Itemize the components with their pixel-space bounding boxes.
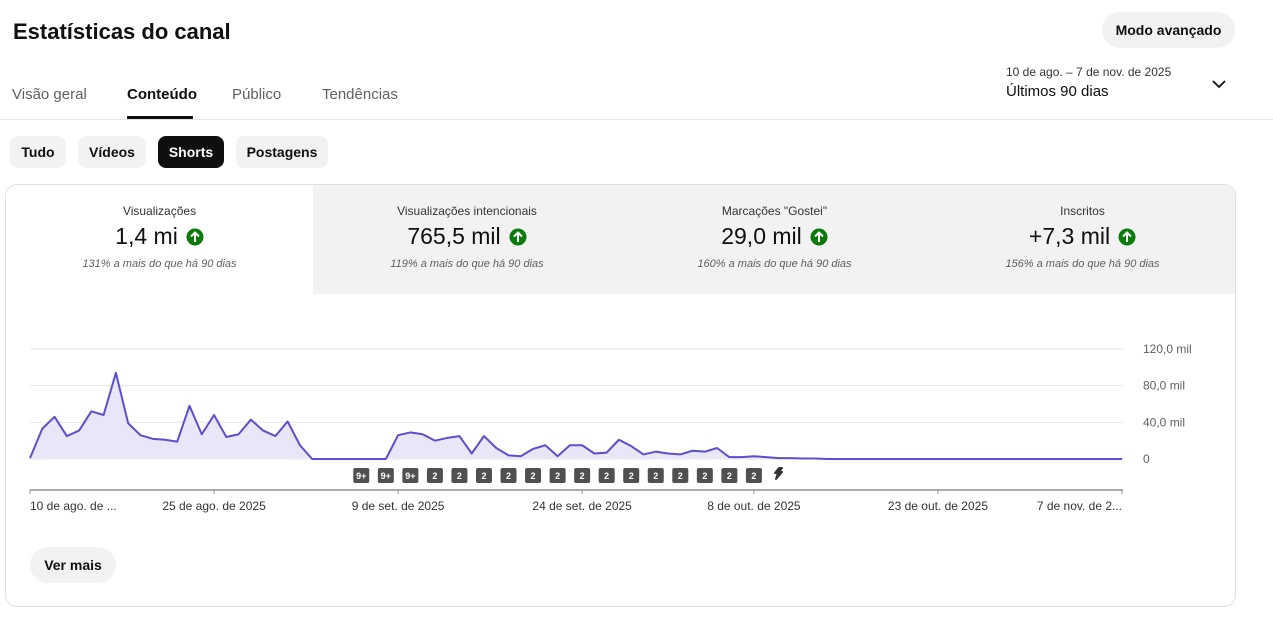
- chart: 0 40,0 mil 80,0 mil 120,0 mil 10 de ago. de …: [29, 342, 1192, 513]
- metric-label: Visualizações intencionais: [397, 204, 537, 218]
- area-fill: [30, 372, 1122, 459]
- filter-chip[interactable]: Postagens: [236, 136, 328, 168]
- date-preset[interactable]: Últimos 90 dias: [1006, 83, 1109, 100]
- x-tick-label: 24 de set. de 2025: [532, 499, 632, 513]
- metric-value: +7,3 mil: [1028, 223, 1111, 249]
- metric-note: 156% a mais do que há 90 dias: [1005, 258, 1160, 270]
- advanced-mode-button[interactable]: Modo avançado: [1102, 12, 1235, 48]
- divider: [0, 119, 1273, 120]
- metric-note: 119% a mais do que há 90 dias: [390, 258, 544, 270]
- y-tick-label: 120,0 mil: [1143, 342, 1192, 356]
- content-marker-label: 9+: [356, 471, 366, 481]
- line: [29, 371, 1122, 460]
- x-tick-label: 8 de out. de 2025: [707, 499, 801, 513]
- content-marker-label: 2: [629, 471, 634, 481]
- content-marker: [574, 468, 591, 483]
- metric-note: 131% a mais do que há 90 dias: [82, 258, 237, 270]
- content-marker: [549, 468, 566, 483]
- content-marker: [598, 468, 615, 483]
- dropdown-chevron[interactable]: [1210, 76, 1228, 92]
- x-tick-label: 9 de set. de 2025: [352, 499, 445, 513]
- metric-value-row: 29,0 mil: [621, 223, 928, 250]
- metric-label: Visualizações: [122, 204, 197, 218]
- metric-tile[interactable]: Visualizações 1,4 mi 131% a mais do que há…: [6, 185, 313, 294]
- trend-up-icon: [186, 228, 204, 245]
- see-more-button[interactable]: Ver mais: [30, 547, 116, 583]
- content-marker-label: 9+: [405, 471, 415, 481]
- metric-value: 765,5 mil: [407, 223, 501, 249]
- content-marker: [623, 468, 640, 483]
- tab[interactable]: Público: [232, 86, 282, 103]
- analytics-card: Visualizações 1,4 mi 131% a mais do que há…: [5, 184, 1236, 607]
- content-marker: [721, 468, 738, 483]
- tab-underline: [127, 116, 193, 119]
- content-marker: [353, 468, 370, 483]
- metric-value-row: 1,4 mi: [6, 223, 313, 250]
- tab[interactable]: Tendências: [322, 86, 398, 103]
- content-marker: [647, 468, 664, 483]
- content-marker: [525, 468, 542, 483]
- content-marker-label: 2: [653, 471, 658, 481]
- content-marker-label: 2: [727, 471, 732, 481]
- content-marker: [451, 468, 468, 483]
- content-marker: [500, 468, 517, 483]
- tab[interactable]: Visão geral: [12, 86, 87, 103]
- page-title: Estatísticas do canal: [13, 19, 231, 44]
- shorts-icon: [774, 467, 783, 480]
- metric-value: 1,4 mi: [115, 223, 178, 249]
- trend-up-icon: [810, 228, 828, 245]
- content-marker-label: 2: [555, 471, 560, 481]
- content-marker-label: 2: [531, 471, 536, 481]
- content-marker: [745, 468, 762, 483]
- filter-chip[interactable]: Tudo: [10, 136, 66, 168]
- metric-label: Marcações "Gostei": [721, 204, 828, 218]
- date-range[interactable]: 10 de ago. – 7 de nov. de 2025: [1006, 65, 1172, 79]
- metric-tile[interactable]: Visualizações intencionais 765,5 mil 119% …: [313, 185, 621, 294]
- content-marker-label: 2: [481, 471, 486, 481]
- trend-up-icon: [509, 228, 527, 245]
- content-marker-label: 2: [678, 471, 683, 481]
- y-tick-label: 80,0 mil: [1143, 379, 1185, 393]
- content-marker: [696, 468, 713, 483]
- content-marker: [402, 468, 419, 483]
- y-tick-label: 0: [1143, 452, 1150, 466]
- metric-label: Inscritos: [1060, 204, 1105, 218]
- trend-up-icon: [1118, 228, 1136, 245]
- tab-active[interactable]: Conteúdo: [127, 86, 197, 103]
- metric-tile[interactable]: Inscritos +7,3 mil 156% a mais do que há 9…: [928, 185, 1235, 294]
- x-tick-label: 7 de nov. de 2...: [1037, 499, 1122, 513]
- metric-value: 29,0 mil: [721, 223, 802, 249]
- x-tick-label: 10 de ago. de ...: [30, 499, 117, 513]
- content-marker-label: 2: [604, 471, 609, 481]
- metric-note: 160% a mais do que há 90 dias: [697, 258, 852, 270]
- filter-chip-active[interactable]: Shorts: [158, 136, 224, 168]
- content-marker-label: 2: [751, 471, 756, 481]
- content-marker: [377, 468, 394, 483]
- content-marker-label: 2: [506, 471, 511, 481]
- y-tick-label: 40,0 mil: [1143, 415, 1185, 429]
- content-marker: [672, 468, 689, 483]
- content-marker-label: 9+: [381, 471, 391, 481]
- metric-tile[interactable]: Marcações "Gostei" 29,0 mil 160% a mais do…: [621, 185, 928, 294]
- x-tick-label: 23 de out. de 2025: [888, 499, 988, 513]
- content-marker: [475, 468, 492, 483]
- content-marker: [426, 468, 443, 483]
- content-marker-label: 2: [457, 471, 462, 481]
- x-tick-label: 25 de ago. de 2025: [162, 499, 266, 513]
- content-marker-label: 2: [702, 471, 707, 481]
- content-marker-label: 2: [432, 471, 437, 481]
- metric-value-row: +7,3 mil: [928, 223, 1235, 250]
- filter-chip[interactable]: Vídeos: [78, 136, 146, 168]
- content-marker-label: 2: [580, 471, 585, 481]
- metric-value-row: 765,5 mil: [313, 223, 621, 250]
